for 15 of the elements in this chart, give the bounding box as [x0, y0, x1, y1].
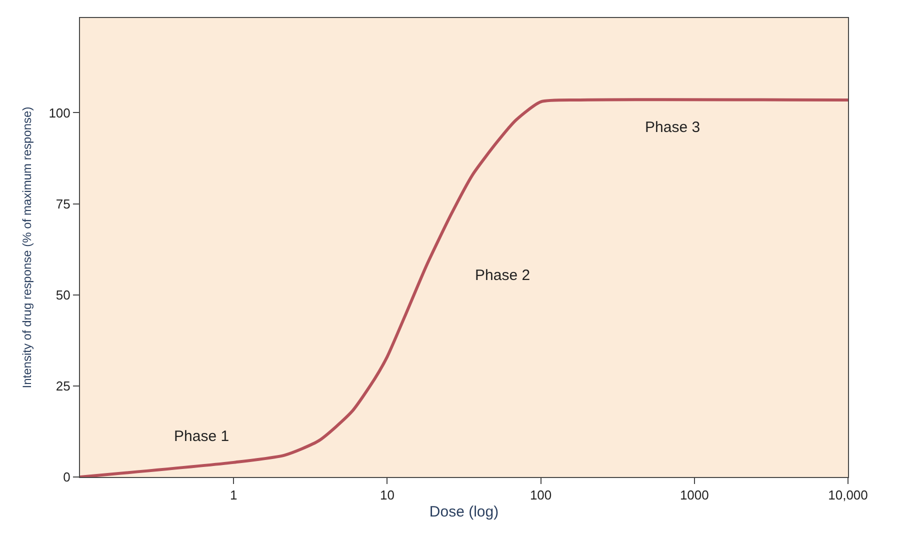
y-tick-label: 100	[48, 105, 70, 120]
y-axis-title: Intensity of drug response (% of maximum response)	[20, 106, 34, 388]
y-tick-label: 25	[56, 378, 70, 394]
annotation: Phase 2	[475, 267, 530, 284]
x-tick-label: 10,000	[828, 488, 868, 503]
x-axis-title: Dose (log)	[429, 504, 499, 521]
y-tick-label: 75	[56, 196, 70, 212]
x-tick-label: 1	[230, 488, 238, 503]
annotation: Phase 1	[174, 428, 230, 445]
x-tick-label: 1000	[680, 488, 709, 503]
y-tick-label: 0	[63, 470, 70, 485]
annotation: Phase 3	[645, 119, 700, 136]
y-tick-label: 50	[56, 287, 70, 302]
x-tick-label: 10	[380, 488, 394, 503]
x-tick-label: 100	[530, 488, 552, 503]
